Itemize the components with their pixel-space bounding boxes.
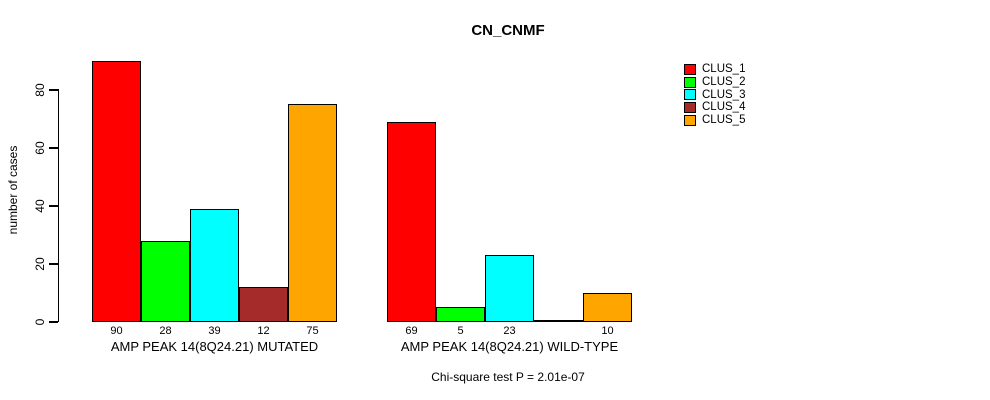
legend-color-swatch: [684, 89, 696, 101]
legend-label: CLUS_5: [702, 114, 746, 127]
bar-clus_1: [387, 122, 436, 322]
bar-clus_2: [436, 307, 485, 322]
legend-item-clus_1: CLUS_1: [684, 63, 745, 76]
bar-value-label: 5: [457, 325, 464, 337]
bar-clus_1: [92, 61, 141, 322]
bar-value-label: 10: [601, 325, 614, 337]
legend-color-swatch: [684, 101, 696, 113]
bar-value-label: 23: [503, 325, 516, 337]
legend-color-swatch: [684, 63, 696, 75]
group-label-wild-type: AMP PEAK 14(8Q24.21) WILD-TYPE: [400, 339, 619, 354]
chi-square-footnote: Chi-square test P = 2.01e-07: [431, 370, 585, 384]
legend-label: CLUS_2: [702, 76, 746, 89]
y-tick-mark: [48, 89, 58, 91]
y-tick-label: 60: [33, 141, 47, 155]
bar-value-label: 69: [405, 325, 418, 337]
bar-value-label: 90: [110, 325, 123, 337]
y-tick-label: 20: [33, 257, 47, 271]
y-axis-label: number of cases: [6, 145, 20, 235]
y-tick-label: 0: [33, 318, 47, 326]
legend-label: CLUS_4: [702, 101, 746, 114]
legend-color-swatch: [684, 76, 696, 88]
y-axis-line: [57, 89, 59, 322]
group-label-mutated: AMP PEAK 14(8Q24.21) MUTATED: [110, 339, 319, 354]
y-tick-mark: [48, 321, 58, 323]
bar-value-label: 12: [257, 325, 270, 337]
bar-clus_5: [288, 104, 337, 322]
y-tick-mark: [48, 263, 58, 265]
bar-value-label: 28: [159, 325, 172, 337]
y-tick-label: 40: [33, 199, 47, 213]
bar-value-label: 75: [306, 325, 319, 337]
bar-clus_3: [485, 255, 534, 322]
bar-clus_2: [141, 241, 190, 322]
bar-clus_4: [534, 320, 583, 322]
bar-clus_5: [583, 293, 632, 322]
chart-title: CN_CNMF: [471, 22, 545, 39]
bar-value-label: 39: [208, 325, 221, 337]
y-tick-mark: [48, 205, 58, 207]
legend-color-swatch: [684, 114, 696, 126]
y-tick-label: 80: [33, 83, 47, 97]
legend: CLUS_1 CLUS_2 CLUS_3 CLUS_4 CLUS_5: [684, 63, 745, 126]
legend-label: CLUS_1: [702, 63, 746, 76]
legend-label: CLUS_3: [702, 88, 746, 101]
legend-item-clus_5: CLUS_5: [684, 114, 745, 127]
y-tick-mark: [48, 147, 58, 149]
legend-item-clus_3: CLUS_3: [684, 88, 745, 101]
bar-clus_4: [239, 287, 288, 322]
bar-clus_3: [190, 209, 239, 322]
legend-item-clus_2: CLUS_2: [684, 76, 745, 89]
legend-item-clus_4: CLUS_4: [684, 101, 745, 114]
